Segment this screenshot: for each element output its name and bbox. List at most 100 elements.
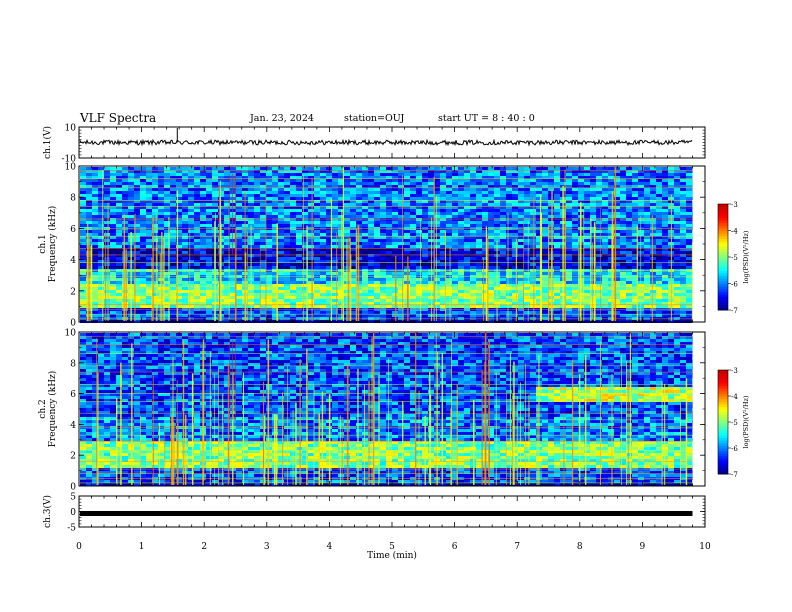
- ch1-spectrogram-cell: [572, 293, 578, 296]
- ch1-spectrogram-cell: [266, 188, 272, 191]
- ch1-spectrogram-cell: [308, 209, 314, 212]
- ch1-spectrogram-cell: [626, 203, 632, 206]
- ch1-spectrogram-cell: [122, 293, 128, 296]
- ch1-spectrogram-cell: [350, 185, 356, 188]
- ch1-spectrogram-cell: [488, 203, 494, 206]
- ch1-spectrogram-cell: [626, 179, 632, 182]
- ch1-spectrogram-cell: [302, 167, 308, 170]
- ch1-spectrogram-cell: [104, 170, 110, 173]
- ch1-spectrogram-cell: [92, 197, 98, 200]
- ch1-spectrogram-cell: [302, 194, 308, 197]
- ch1-spectrogram-cell: [482, 191, 488, 194]
- ch1-spectrogram-cell: [632, 176, 638, 179]
- ch1-spectrogram-cell: [422, 176, 428, 179]
- ch1-spectrogram-cell: [608, 260, 614, 263]
- ch1-spectrogram-cell: [224, 296, 230, 299]
- ch1-spectrogram-cell: [422, 200, 428, 203]
- ch1-spectrogram-cell: [602, 281, 608, 284]
- ch1-spectrogram-cell: [164, 230, 170, 233]
- ch1-spectrogram-cell: [320, 212, 326, 215]
- ch1-spectrogram-cell: [410, 257, 416, 260]
- ch1-spectrogram-cell: [626, 284, 632, 287]
- ch1-spectrogram-cell: [248, 218, 254, 221]
- ch1-spectrogram-cell: [194, 290, 200, 293]
- ch1-spectrogram-cell: [572, 251, 578, 254]
- ch1-spectrogram-cell: [464, 197, 470, 200]
- ch1-spectrogram-cell: [470, 263, 476, 266]
- ch1-spectrogram-cell: [434, 293, 440, 296]
- ch1-spectrogram-cell: [620, 236, 626, 239]
- ch1-spectrogram-cell: [140, 176, 146, 179]
- ch1-spectrogram-cell: [404, 173, 410, 176]
- ch1-spectrogram-cell: [452, 215, 458, 218]
- ch1-spectrogram-cell: [350, 305, 356, 308]
- ch1-spectrogram-cell: [116, 254, 122, 257]
- ch1-spectrogram-cell: [344, 197, 350, 200]
- ch1-spectrogram-cell: [344, 233, 350, 236]
- ch1-spectrogram-cell: [182, 194, 188, 197]
- ch1-spectrogram-cell: [410, 191, 416, 194]
- ch1-spectrogram-cell: [470, 293, 476, 296]
- ch1-spectrogram-cell: [584, 248, 590, 251]
- ch1-spectrogram-cell: [536, 188, 542, 191]
- ch1-spectrogram-cell: [80, 251, 86, 254]
- ch1-spectrogram-cell: [224, 230, 230, 233]
- ch1-spectrogram-cell: [470, 173, 476, 176]
- ch1-spectrogram-cell: [158, 299, 164, 302]
- ch1-spectrogram-cell: [452, 182, 458, 185]
- ch1-spectrogram-cell: [284, 284, 290, 287]
- ch1-spectrogram-cell: [176, 173, 182, 176]
- ch1-spectrogram-cell: [236, 311, 242, 314]
- ch1-spectrogram-cell: [140, 248, 146, 251]
- ch1-spectrogram-cell: [512, 284, 518, 287]
- ch1-spectrogram-cell: [542, 182, 548, 185]
- ch1-spectrogram-cell: [590, 290, 596, 293]
- ch1-spectrogram-cell: [608, 194, 614, 197]
- ch1-spectrogram-cell: [518, 302, 524, 305]
- ch1-spectrogram-cell: [134, 284, 140, 287]
- ch1-spectrogram-cell: [146, 212, 152, 215]
- ch1-spectrogram-cell: [272, 254, 278, 257]
- ch1-spectrogram-cell: [608, 278, 614, 281]
- ch1-spectrogram-cell: [572, 215, 578, 218]
- ch1-spectrogram-cell: [476, 266, 482, 269]
- ch1-spectrogram-cell: [110, 284, 116, 287]
- ch1-spectrogram-cell: [104, 311, 110, 314]
- ch1-spectrogram-cell: [626, 302, 632, 305]
- ch1-spectrogram-cell: [620, 194, 626, 197]
- ch1-spectrogram-cell: [548, 221, 554, 224]
- ch1-spectrogram-cell: [320, 311, 326, 314]
- ch1-spectrogram-cell: [452, 176, 458, 179]
- ch1-spectrogram-cell: [116, 194, 122, 197]
- ch1-spectrogram-cell: [452, 191, 458, 194]
- ch1-spectrogram-cell: [296, 206, 302, 209]
- ch1-spectrogram-cell: [446, 299, 452, 302]
- ch1-spectrogram-cell: [542, 221, 548, 224]
- ch1-spectrogram-cell: [92, 221, 98, 224]
- ch1-spectrogram-cell: [188, 173, 194, 176]
- ch1-spectrogram-cell: [80, 278, 86, 281]
- ch1-spectrogram-cell: [422, 281, 428, 284]
- ch1-spectrogram-cell: [290, 302, 296, 305]
- ch1-spectrogram-cell: [362, 254, 368, 257]
- ch1-spectrogram-cell: [254, 245, 260, 248]
- ch1-spectrogram-cell: [146, 200, 152, 203]
- ch1-spectrogram-cell: [404, 236, 410, 239]
- ch1-spectrogram-cell: [542, 254, 548, 257]
- ch1-spectrogram-cell: [260, 221, 266, 224]
- ch1-spectrogram-cell: [626, 311, 632, 314]
- ch1-spectrogram-cell: [524, 284, 530, 287]
- ch1-spectrogram-cell: [608, 242, 614, 245]
- ch1-spectrogram-cell: [320, 242, 326, 245]
- ch1-spectrogram-cell: [206, 281, 212, 284]
- ch1-spectrogram-cell: [170, 263, 176, 266]
- ch1-spectrogram-cell: [470, 203, 476, 206]
- ch1-spectrogram-cell: [608, 188, 614, 191]
- ch1-spectrogram-cell: [92, 194, 98, 197]
- ch1-spectrogram-cell: [470, 278, 476, 281]
- ch1-spectrogram-cell: [542, 167, 548, 170]
- ch1-spectrogram-cell: [380, 236, 386, 239]
- ch1-spectrogram-cell: [410, 245, 416, 248]
- ch1-spectrogram-cell: [200, 317, 206, 320]
- ch1-spectrogram-cell: [254, 266, 260, 269]
